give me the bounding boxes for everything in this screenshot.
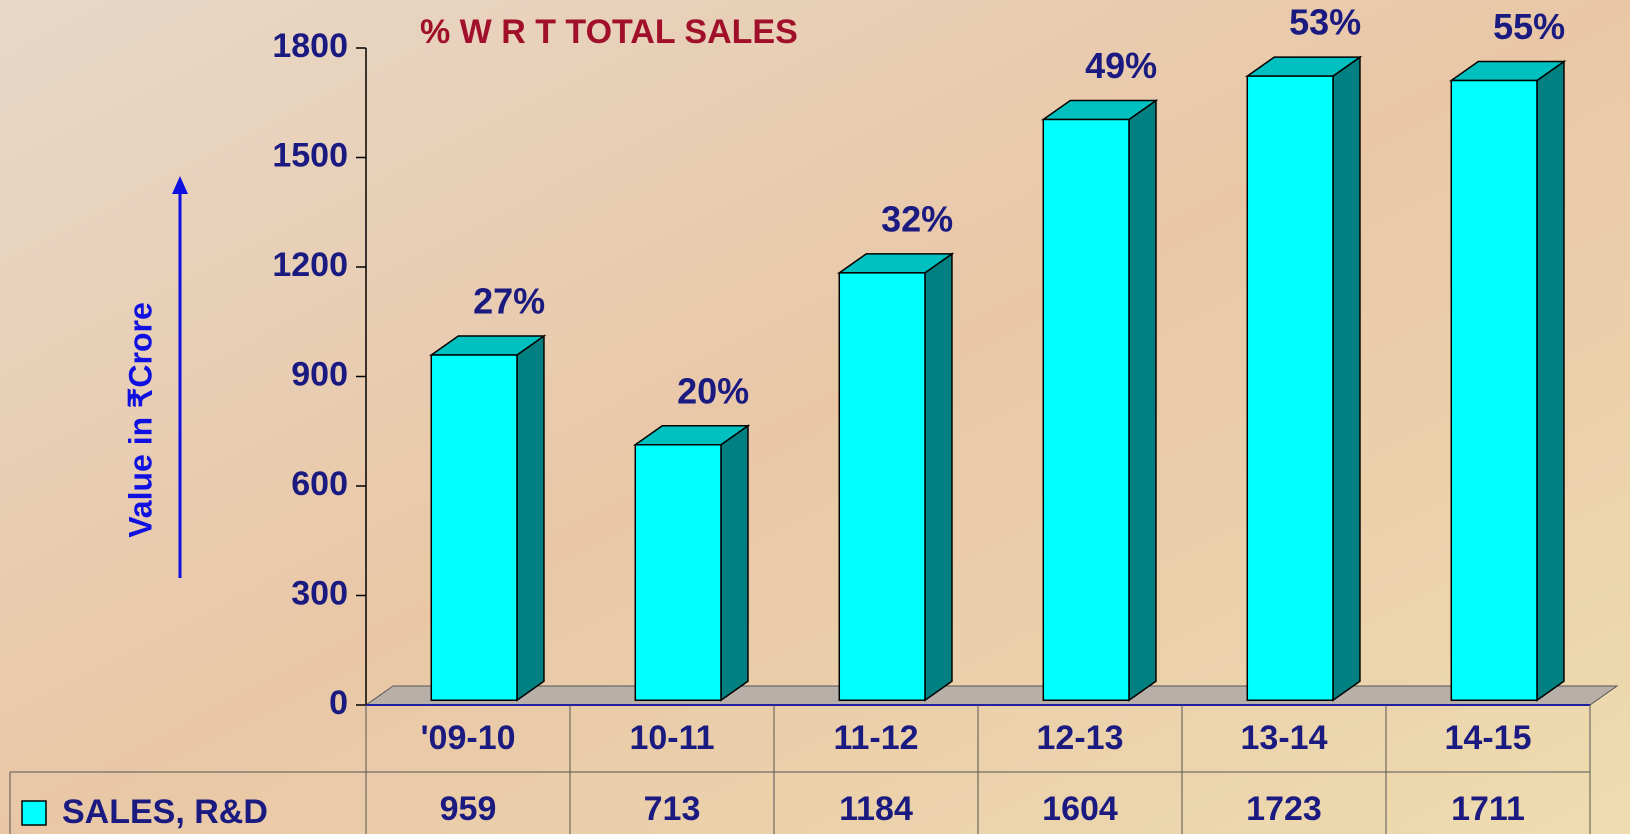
y-tick-label: 1800 <box>272 27 348 65</box>
bar <box>1448 60 1567 702</box>
x-tick-label: 12-13 <box>1037 719 1124 757</box>
bar-front <box>634 444 722 701</box>
annotation: 55% <box>1493 6 1565 47</box>
legend-swatch <box>21 800 47 826</box>
bar-front <box>838 272 926 701</box>
bar <box>1040 99 1159 702</box>
axis-arrow-head <box>172 176 188 194</box>
bar-side <box>720 424 749 702</box>
bar-side <box>1128 99 1157 702</box>
bar <box>836 252 955 702</box>
table-value: 1723 <box>1246 790 1322 828</box>
annotation: 53% <box>1289 2 1361 43</box>
annotation: 27% <box>473 280 545 321</box>
legend-label: SALES, R&D <box>62 793 268 831</box>
x-tick-label: 10-11 <box>629 719 714 757</box>
bar-front <box>430 354 518 701</box>
bar-front <box>1246 75 1334 701</box>
x-tick-label: 11-12 <box>833 719 918 757</box>
bar <box>428 334 547 702</box>
bar-side <box>1332 55 1361 702</box>
x-tick-label: 14-15 <box>1445 719 1532 757</box>
bar-side <box>516 334 545 702</box>
bar-side <box>924 252 953 702</box>
annotation: 20% <box>677 370 749 411</box>
x-tick-label: 13-14 <box>1241 719 1328 757</box>
floor <box>364 685 1619 706</box>
annotation: 32% <box>881 198 953 239</box>
y-tick-label: 900 <box>291 355 348 393</box>
y-tick-label: 0 <box>329 684 348 722</box>
table-value: 959 <box>440 790 497 828</box>
bar-side <box>1536 60 1565 702</box>
table-value: 713 <box>644 790 701 828</box>
bar-front <box>1042 118 1130 701</box>
bar-front <box>1450 79 1538 701</box>
bar <box>1244 55 1363 702</box>
annotation: 49% <box>1085 45 1157 86</box>
table-value: 1711 <box>1451 790 1525 828</box>
y-tick-label: 600 <box>291 465 348 503</box>
table-value: 1184 <box>839 790 913 828</box>
bar <box>632 424 751 702</box>
y-tick-label: 300 <box>291 574 348 612</box>
y-axis-label: Value in ₹Crore <box>122 302 158 538</box>
table-value: 1604 <box>1042 790 1118 828</box>
chart-title: % W R T TOTAL SALES <box>420 13 798 51</box>
y-tick-label: 1500 <box>272 136 348 174</box>
y-tick-label: 1200 <box>272 246 348 284</box>
x-tick-label: '09-10 <box>420 719 515 757</box>
